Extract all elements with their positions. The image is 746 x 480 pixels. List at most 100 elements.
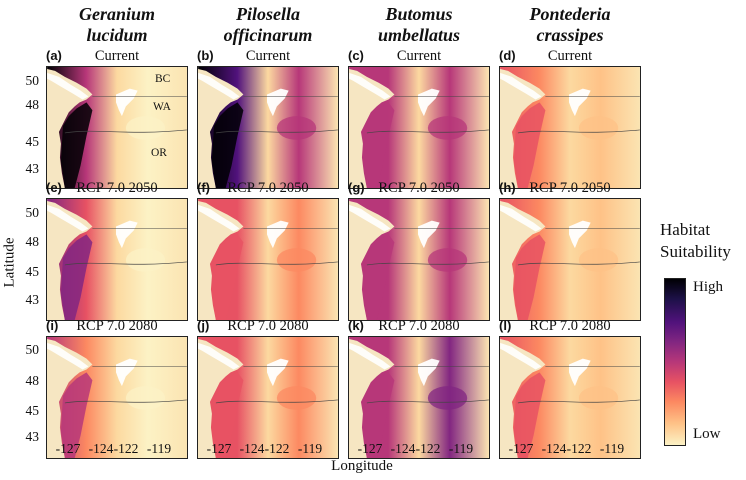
map-panel: RCP 7.0 2080 (j) bbox=[197, 318, 339, 459]
x-tick: -122 bbox=[264, 441, 290, 456]
x-tick: -122 bbox=[415, 441, 441, 456]
x-tick: -122 bbox=[113, 441, 139, 456]
map-panel: Current (b) bbox=[197, 48, 339, 189]
panel-header: RCP 7.0 2080 (j) bbox=[197, 318, 339, 335]
panel-header: RCP 7.0 2080 (l) bbox=[499, 318, 641, 335]
map-panel: RCP 7.0 2050 (f) bbox=[197, 180, 339, 321]
panel-letter: (h) bbox=[499, 180, 516, 195]
y-tick: 50 bbox=[25, 73, 40, 88]
suitability-map bbox=[197, 336, 339, 459]
x-tick: -122 bbox=[566, 441, 592, 456]
panel-header: Current (d) bbox=[499, 48, 641, 65]
suitability-map: BC WA OR bbox=[46, 66, 188, 189]
suitability-map bbox=[499, 336, 641, 459]
suitability-map bbox=[348, 336, 490, 459]
y-tick: 45 bbox=[25, 403, 40, 418]
map-panel: RCP 7.0 2050 (h) bbox=[499, 180, 641, 321]
panel-letter: (k) bbox=[348, 318, 364, 333]
panel-letter: (j) bbox=[197, 318, 210, 333]
panel-header: Current (c) bbox=[348, 48, 490, 65]
panel-header: Current (b) bbox=[197, 48, 339, 65]
x-tick: -119 bbox=[146, 441, 172, 456]
map-panel: RCP 7.0 2050 (e) bbox=[46, 180, 188, 321]
y-tick: 48 bbox=[25, 97, 40, 112]
x-tick: -124 bbox=[541, 441, 567, 456]
x-tick: -127 bbox=[508, 441, 534, 456]
suitability-map bbox=[46, 198, 188, 321]
panel-header: RCP 7.0 2050 (e) bbox=[46, 180, 188, 197]
y-tick: 43 bbox=[25, 429, 40, 444]
x-tick: -127 bbox=[55, 441, 81, 456]
panel-letter: (b) bbox=[197, 48, 214, 63]
panel-scenario: RCP 7.0 2080 bbox=[378, 318, 460, 334]
map-panel: RCP 7.0 2080 (l) bbox=[499, 318, 641, 459]
suitability-map bbox=[46, 336, 188, 459]
panel-letter: (d) bbox=[499, 48, 516, 63]
panel-scenario: Current bbox=[94, 48, 140, 64]
y-tick: 43 bbox=[25, 161, 40, 176]
x-axis-label: Longitude bbox=[331, 458, 393, 474]
species-title-3: Butomus umbellatus bbox=[377, 4, 461, 45]
panel-letter: (g) bbox=[348, 180, 365, 195]
map-panel: Current (c) bbox=[348, 48, 490, 189]
panel-header: Current (a) bbox=[46, 48, 188, 65]
panel-letter: (f) bbox=[197, 180, 210, 195]
y-tick: 50 bbox=[25, 205, 40, 220]
species-title-2: Pilosella officinarum bbox=[223, 4, 313, 45]
panel-header: RCP 7.0 2050 (g) bbox=[348, 180, 490, 197]
suitability-map bbox=[197, 198, 339, 321]
panel-letter: (e) bbox=[46, 180, 62, 195]
y-tick: 48 bbox=[25, 234, 40, 249]
x-tick: -127 bbox=[357, 441, 383, 456]
panel-scenario: RCP 7.0 2080 bbox=[76, 318, 158, 334]
panel-letter: (l) bbox=[499, 318, 512, 333]
panel-letter: (a) bbox=[46, 48, 62, 63]
legend-high-label: High bbox=[693, 279, 723, 295]
suitability-map bbox=[348, 198, 490, 321]
panel-header: RCP 7.0 2080 (k) bbox=[348, 318, 490, 335]
x-tick: -127 bbox=[206, 441, 232, 456]
species-title-1: Geranium lucidum bbox=[78, 4, 156, 45]
panel-header: RCP 7.0 2050 (h) bbox=[499, 180, 641, 197]
y-tick: 48 bbox=[25, 373, 40, 388]
panel-scenario: RCP 7.0 2050 bbox=[227, 180, 309, 196]
panel-scenario: Current bbox=[547, 48, 593, 64]
panel-header: RCP 7.0 2080 (i) bbox=[46, 318, 188, 335]
panel-scenario: Current bbox=[396, 48, 442, 64]
y-axis-label: Latitude bbox=[1, 237, 18, 288]
region-label: WA bbox=[153, 101, 171, 113]
suitability-map bbox=[499, 198, 641, 321]
y-tick: 43 bbox=[25, 292, 40, 307]
y-tick: 45 bbox=[25, 134, 40, 149]
panel-scenario: RCP 7.0 2080 bbox=[529, 318, 611, 334]
species-title-4: Pontederia crassipes bbox=[529, 4, 611, 45]
x-tick: -119 bbox=[448, 441, 474, 456]
x-tick: -124 bbox=[390, 441, 416, 456]
region-label: BC bbox=[155, 73, 171, 85]
panel-header: RCP 7.0 2050 (f) bbox=[197, 180, 339, 197]
region-label: OR bbox=[151, 147, 167, 159]
suitability-map bbox=[197, 66, 339, 189]
x-tick: -124 bbox=[88, 441, 114, 456]
map-panel: Current (a) BC WA OR bbox=[46, 48, 188, 189]
suitability-map bbox=[499, 66, 641, 189]
panel-letter: (c) bbox=[348, 48, 364, 63]
legend-title: Habitat Suitability bbox=[660, 220, 731, 261]
map-panel: RCP 7.0 2050 (g) bbox=[348, 180, 490, 321]
map-panel: RCP 7.0 2080 (i) bbox=[46, 318, 188, 459]
x-tick: -119 bbox=[599, 441, 625, 456]
panel-scenario: RCP 7.0 2050 bbox=[378, 180, 460, 196]
panel-scenario: Current bbox=[245, 48, 291, 64]
map-panel: RCP 7.0 2080 (k) bbox=[348, 318, 490, 459]
y-tick: 45 bbox=[25, 264, 40, 279]
legend-colorbar bbox=[664, 278, 686, 446]
panel-scenario: RCP 7.0 2080 bbox=[227, 318, 309, 334]
suitability-map bbox=[348, 66, 490, 189]
panel-letter: (i) bbox=[46, 318, 59, 333]
legend-low-label: Low bbox=[693, 426, 721, 442]
x-tick: -124 bbox=[239, 441, 265, 456]
panel-scenario: RCP 7.0 2050 bbox=[529, 180, 611, 196]
y-tick: 50 bbox=[25, 342, 40, 357]
map-panel: Current (d) bbox=[499, 48, 641, 189]
x-tick: -119 bbox=[297, 441, 323, 456]
